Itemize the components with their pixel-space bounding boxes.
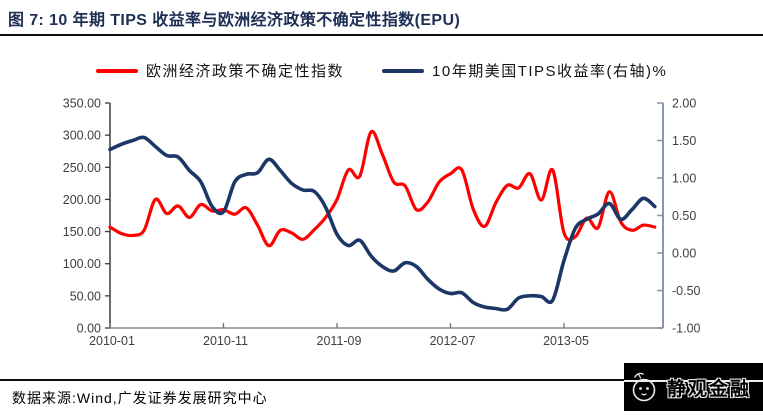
- svg-text:2010-11: 2010-11: [203, 334, 248, 348]
- svg-text:150.00: 150.00: [63, 225, 101, 239]
- brand-logo-text: 静观金融: [667, 378, 752, 400]
- mascot-icon: [632, 372, 656, 402]
- source-note: 数据来源:Wind,广发证券发展研究中心: [12, 390, 268, 406]
- x-axis: 2010-01 2010-11 2011-09 2012-07 2013-05: [89, 323, 663, 348]
- svg-text:0.00: 0.00: [77, 322, 101, 336]
- legend-item-epu: 欧洲经济政策不确定性指数: [96, 60, 344, 81]
- svg-text:2013-05: 2013-05: [543, 334, 589, 348]
- legend-item-tips: 10年期美国TIPS收益率(右轴)%: [382, 60, 667, 81]
- left-axis: 350.00 300.00 250.00 200.00 150.00 100.00 50.0…: [63, 97, 111, 336]
- right-axis: 2.00 1.50 1.00 0.50 0.00 -0.50 -1.00: [657, 97, 701, 336]
- chart-legend: 欧洲经济政策不确定性指数 10年期美国TIPS收益率(右轴)%: [96, 60, 667, 81]
- svg-text:-1.00: -1.00: [672, 322, 701, 336]
- tips-series-line: [108, 135, 657, 312]
- svg-text:2011-09: 2011-09: [317, 334, 362, 348]
- figure-title: 图 7: 10 年期 TIPS 收益率与欧洲经济政策不确定性指数(EPU): [8, 12, 461, 29]
- svg-text:2012-07: 2012-07: [430, 334, 476, 348]
- svg-text:1.50: 1.50: [672, 134, 696, 148]
- svg-text:0.00: 0.00: [672, 247, 696, 261]
- svg-text:350.00: 350.00: [63, 97, 101, 111]
- svg-text:50.00: 50.00: [70, 289, 101, 303]
- svg-text:0.50: 0.50: [672, 209, 696, 223]
- svg-text:300.00: 300.00: [63, 129, 101, 143]
- epu-series-line: [108, 129, 657, 248]
- footer-divider: [0, 379, 763, 381]
- svg-text:-0.50: -0.50: [672, 284, 701, 298]
- brand-logo: 静观金融: [624, 363, 763, 411]
- title-divider: [0, 34, 763, 36]
- epu-line-swatch: [96, 68, 138, 73]
- legend-label-epu: 欧洲经济政策不确定性指数: [146, 63, 345, 80]
- svg-text:250.00: 250.00: [63, 161, 101, 175]
- svg-text:100.00: 100.00: [63, 257, 101, 271]
- svg-text:200.00: 200.00: [63, 193, 101, 207]
- svg-text:2.00: 2.00: [672, 97, 696, 111]
- svg-text:2010-01: 2010-01: [89, 334, 135, 348]
- svg-text:1.00: 1.00: [672, 172, 696, 186]
- legend-label-tips: 10年期美国TIPS收益率(右轴)%: [432, 63, 668, 80]
- tips-line-swatch: [382, 68, 425, 73]
